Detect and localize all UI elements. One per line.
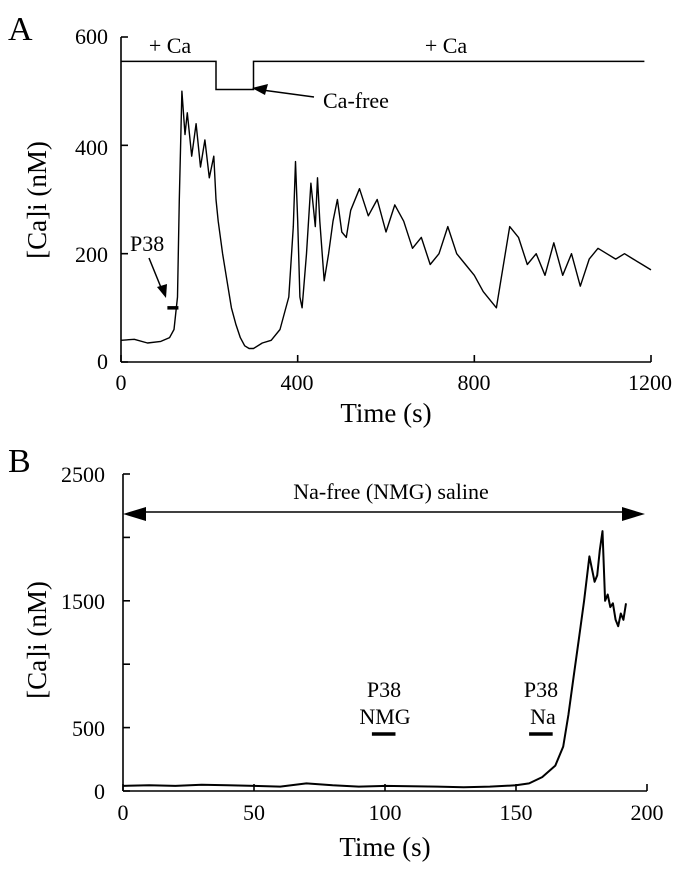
panel-b-p38-na-label-bottom: Na bbox=[530, 704, 556, 729]
panel-a-ytick-label: 600 bbox=[75, 24, 108, 49]
panel-b-xtick-label: 200 bbox=[631, 800, 664, 825]
panel-b-p38-nmg-label-top: P38 bbox=[367, 677, 401, 702]
panel-b-ytick-label: 1500 bbox=[61, 589, 105, 614]
panel-a-y-axis-title: [Ca]i (nM) bbox=[22, 141, 52, 259]
panel-a-ca-label-2: + Ca bbox=[425, 33, 468, 58]
panel-a: A 600 400 200 0 0 400 800 1200 Time (s) … bbox=[8, 11, 672, 428]
panel-a-xtick-label: 400 bbox=[281, 370, 314, 395]
panel-a-series-line bbox=[120, 90, 652, 350]
panel-b-ytick-label: 0 bbox=[94, 779, 105, 804]
panel-a-ytick-label: 200 bbox=[75, 242, 108, 267]
panel-a-xtick-label: 800 bbox=[458, 370, 491, 395]
panel-a-condition-line bbox=[121, 60, 645, 91]
panel-b-right-arrowhead bbox=[622, 507, 645, 521]
panel-a-xtick-label: 1200 bbox=[628, 370, 672, 395]
panel-b-ytick-label: 2500 bbox=[61, 462, 105, 487]
panel-a-xtick-label: 0 bbox=[116, 370, 127, 395]
panel-a-ticks bbox=[120, 36, 652, 363]
panel-a-ytick-label: 400 bbox=[75, 135, 108, 160]
panel-b-xtick-label: 100 bbox=[369, 800, 402, 825]
panel-b-xtick-label: 0 bbox=[118, 800, 129, 825]
panel-a-ca-free-label: Ca-free bbox=[323, 88, 389, 113]
panel-b-p38-nmg-label-bottom: NMG bbox=[359, 704, 410, 729]
panel-a-ytick-label: 0 bbox=[97, 349, 108, 374]
panel-b-x-axis-title: Time (s) bbox=[339, 832, 430, 862]
panel-a-x-axis-title: Time (s) bbox=[340, 398, 431, 428]
panel-b-ticks bbox=[122, 473, 648, 792]
panel-a-p38-arrowhead bbox=[157, 284, 167, 298]
panel-b-xtick-label: 50 bbox=[243, 800, 265, 825]
panel-a-ca-free-arrowhead bbox=[252, 84, 268, 95]
panel-b-p38-na-label-top: P38 bbox=[524, 677, 558, 702]
panel-a-p38-arrow-shaft bbox=[148, 257, 163, 291]
panel-b-label: B bbox=[8, 443, 31, 480]
panel-b: B 2500 1500 500 0 0 50 100 150 200 Time … bbox=[8, 443, 664, 862]
panel-a-p38-label: P38 bbox=[130, 231, 164, 256]
panel-b-series-line bbox=[122, 530, 627, 789]
panel-b-left-arrowhead bbox=[123, 507, 146, 521]
panel-b-xtick-label: 150 bbox=[500, 800, 533, 825]
panel-a-label: A bbox=[8, 11, 33, 48]
panel-a-ca-label-1: + Ca bbox=[149, 33, 192, 58]
panel-b-y-axis-title: [Ca]i (nM) bbox=[22, 581, 52, 699]
panel-b-ytick-label: 500 bbox=[72, 716, 105, 741]
panel-a-ca-free-arrow-shaft bbox=[261, 89, 315, 98]
panel-b-condition-label: Na-free (NMG) saline bbox=[293, 479, 488, 504]
